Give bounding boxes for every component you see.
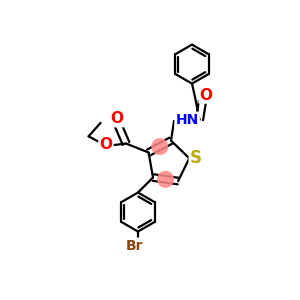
Circle shape <box>152 139 168 154</box>
Text: S: S <box>190 149 202 167</box>
Text: Br: Br <box>126 238 144 253</box>
Text: O: O <box>111 111 124 126</box>
Text: HN: HN <box>176 112 199 127</box>
Text: O: O <box>100 137 112 152</box>
Circle shape <box>158 172 173 187</box>
Text: O: O <box>200 88 213 103</box>
